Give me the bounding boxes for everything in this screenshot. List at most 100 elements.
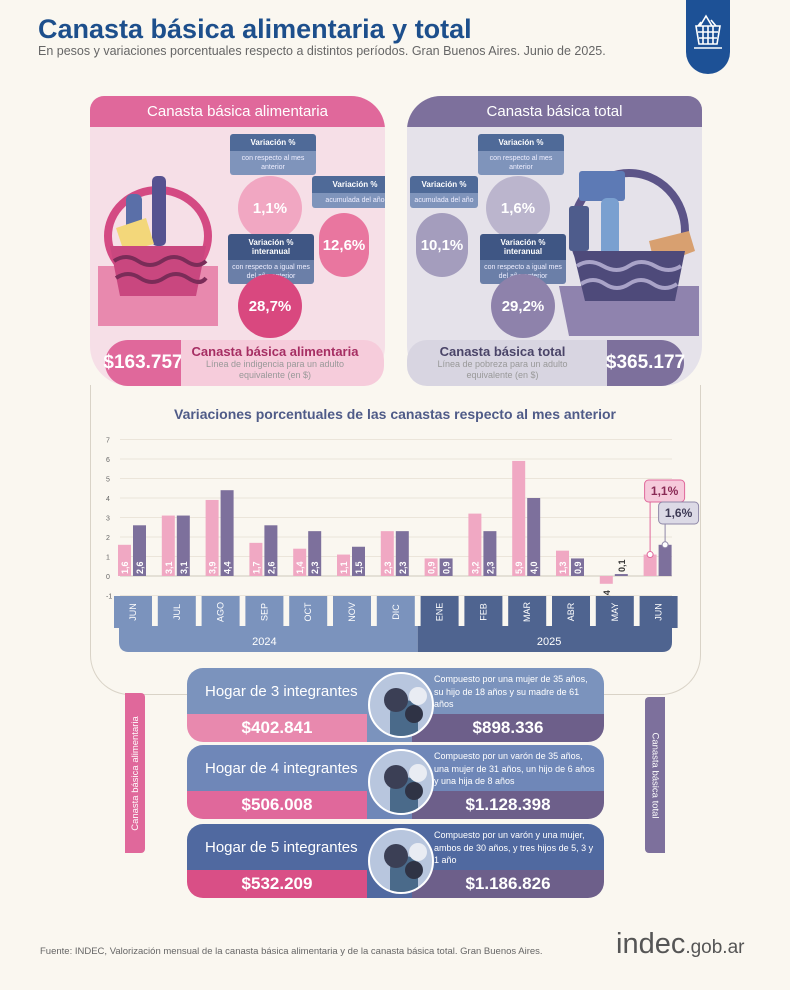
year-label: 2025 bbox=[537, 636, 561, 648]
household-name: Hogar de 4 integrantes bbox=[205, 760, 358, 777]
bar bbox=[424, 558, 438, 576]
bar bbox=[614, 574, 628, 576]
year-label: 2024 bbox=[252, 636, 276, 648]
family-illustration-icon bbox=[368, 672, 434, 738]
source-note: Fuente: INDEC, Valorización mensual de l… bbox=[40, 946, 543, 957]
cbt-monthly-value: 1,6% bbox=[486, 176, 550, 240]
household-cba-price: $532.209 bbox=[187, 870, 367, 898]
month-label: FEB bbox=[478, 603, 488, 621]
month-tile bbox=[639, 596, 678, 628]
month-tile bbox=[289, 596, 328, 628]
bar bbox=[380, 531, 394, 576]
month-label: OCT bbox=[303, 602, 313, 622]
cbt-panel-title: Canasta básica total bbox=[407, 96, 702, 127]
page-title: Canasta básica alimentaria y total bbox=[38, 14, 472, 44]
month-label: AGO bbox=[216, 602, 226, 622]
bar bbox=[264, 525, 278, 576]
goods-basket-icon bbox=[559, 169, 699, 336]
household-description: Compuesto por un varón de 35 años, una m… bbox=[434, 751, 595, 786]
indec-logo[interactable]: indec.gob.ar bbox=[616, 928, 745, 960]
bar bbox=[395, 531, 409, 576]
bar bbox=[643, 554, 657, 576]
bar-value-label: 1,6 bbox=[120, 561, 130, 574]
bar bbox=[468, 513, 482, 576]
y-tick-label: 5 bbox=[106, 477, 110, 484]
callout-label: 1,6% bbox=[665, 506, 693, 520]
household-cba-price: $402.841 bbox=[187, 714, 367, 742]
y-tick-label: 0 bbox=[106, 574, 110, 581]
callout-box bbox=[658, 501, 700, 525]
bar-value-label: 3,2 bbox=[470, 561, 480, 574]
family-illustration-icon bbox=[368, 749, 434, 815]
bar-value-label: 1,1 bbox=[339, 561, 349, 574]
y-tick-label: 1 bbox=[106, 555, 110, 562]
bar-value-label: 0,9 bbox=[573, 561, 583, 574]
bar-value-label: 2,3 bbox=[383, 561, 393, 574]
month-label: ENE bbox=[435, 603, 445, 622]
month-label: MAY bbox=[610, 603, 620, 622]
bar bbox=[220, 490, 234, 576]
bar bbox=[439, 558, 453, 576]
household-name: Hogar de 3 integrantes bbox=[205, 683, 358, 700]
month-label: JUN bbox=[654, 603, 664, 621]
bar-value-label: 3,1 bbox=[164, 561, 174, 574]
bar-value-label: 0,9 bbox=[442, 561, 452, 574]
household-description: Compuesto por un varón y una mujer, ambo… bbox=[434, 830, 594, 865]
page-subtitle: En pesos y variaciones porcentuales resp… bbox=[38, 44, 606, 58]
bar-value-label: 5,9 bbox=[514, 561, 524, 574]
bar-value-label: 0,9 bbox=[427, 561, 437, 574]
month-tile bbox=[201, 596, 240, 628]
callout-dot bbox=[661, 541, 669, 549]
bar bbox=[308, 531, 322, 576]
bar-chart: -1 0 1 2 3 4 5 6 7 1,6 2,6 JUN 3,1 3,1 JUL 3,9 4,4 AGO 1,7… bbox=[106, 438, 700, 652]
year-band-2025 bbox=[417, 626, 672, 652]
bar-value-label: 1,3 bbox=[558, 561, 568, 574]
bar bbox=[352, 546, 365, 576]
bar bbox=[512, 460, 526, 576]
cba-price-label: Canasta básica alimentaria Línea de indig… bbox=[191, 344, 359, 380]
cba-yoy-value: 28,7% bbox=[238, 274, 302, 338]
household-cbt-price: $1.128.398 bbox=[412, 791, 604, 819]
month-tile bbox=[376, 596, 415, 628]
household-name: Hogar de 5 integrantes bbox=[205, 839, 358, 856]
bar bbox=[599, 576, 613, 584]
month-tile bbox=[552, 596, 590, 628]
bar bbox=[249, 542, 263, 576]
household-cba-price: $506.008 bbox=[187, 791, 367, 819]
month-tile bbox=[595, 596, 634, 628]
bar bbox=[337, 554, 350, 576]
cbt-monthly-box: Variación % con respecto al mes anterior bbox=[478, 134, 564, 175]
cbt-ytd-box: Variación % acumulada del año bbox=[410, 176, 478, 208]
cbt-yoy-value: 29,2% bbox=[491, 274, 555, 338]
bar-value-label: 2,3 bbox=[398, 561, 408, 574]
household-description: Compuesto por una mujer de 35 años, su h… bbox=[434, 674, 588, 709]
bar bbox=[161, 515, 175, 576]
month-tile bbox=[333, 596, 371, 628]
bar-value-label: 3,9 bbox=[208, 561, 218, 574]
bar-value-label: 2,3 bbox=[310, 561, 320, 574]
bar-value-label: 3,1 bbox=[179, 561, 189, 574]
cbt-ytd-value: 10,1% bbox=[416, 213, 468, 277]
cba-monthly-box: Variación % con respecto al mes anterior bbox=[230, 134, 316, 175]
cba-panel-title: Canasta básica alimentaria bbox=[90, 96, 385, 127]
cba-ytd-value: 12,6% bbox=[319, 213, 369, 277]
side-label-cbt: Canasta básica total bbox=[645, 697, 665, 853]
cba-price: $163.757 bbox=[103, 340, 183, 386]
month-tile bbox=[464, 596, 503, 628]
callout-dot bbox=[646, 551, 654, 559]
cba-monthly-value: 1,1% bbox=[238, 176, 302, 240]
cba-ytd-box: Variación % acumulada del año bbox=[312, 176, 385, 208]
bar-value-label: 2,3 bbox=[485, 561, 495, 574]
month-tile bbox=[114, 596, 152, 628]
month-label: NOV bbox=[347, 602, 357, 622]
y-tick-label: 2 bbox=[106, 535, 110, 542]
bar-value-label: 0,1 bbox=[617, 560, 627, 573]
bar-value-label: 2,6 bbox=[266, 561, 276, 574]
y-tick-label: 7 bbox=[106, 438, 110, 445]
household-cbt-price: $898.336 bbox=[412, 714, 604, 742]
bar-value-label: 4,0 bbox=[529, 561, 539, 574]
month-tile bbox=[508, 596, 547, 628]
cbt-price-label: Canasta básica total Línea de pobreza par… bbox=[437, 344, 568, 380]
callout-label: 1,1% bbox=[651, 484, 679, 498]
cba-panel: Canasta básica alimentaria Variación % co… bbox=[90, 96, 385, 386]
